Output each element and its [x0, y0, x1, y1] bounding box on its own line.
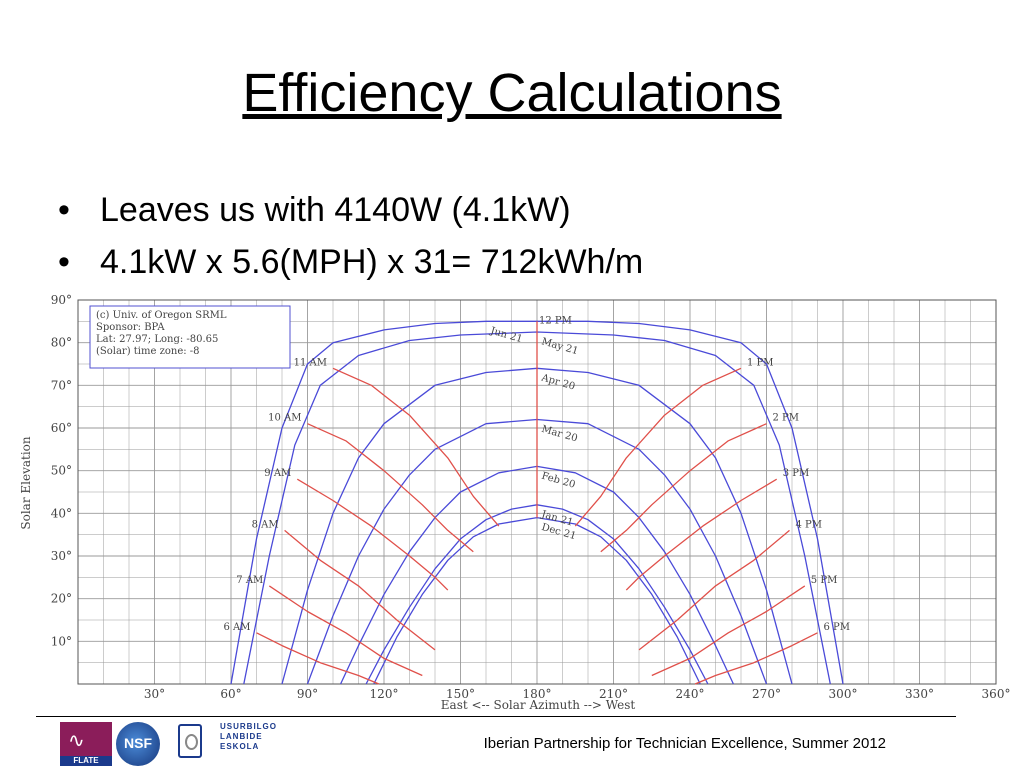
series-line-4-pm [638, 529, 790, 651]
y-tick-label: 30° [51, 549, 72, 563]
series-label: 6 AM [223, 622, 250, 633]
x-tick-label: 180° [523, 687, 552, 701]
x-tick-label: 300° [829, 687, 858, 701]
sun-path-chart: 30° 60° 90° 120° 150° 180° 210° 240° 270° 300° 330… [19, 293, 1011, 712]
x-axis-label: East <-- Solar Azimuth --> West [441, 698, 636, 712]
series-line-9-am [296, 478, 449, 591]
series-label: 6 PM [824, 622, 851, 633]
y-tick-label: 20° [51, 592, 72, 606]
series-line-5-pm [651, 585, 806, 677]
series-label: 4 PM [796, 519, 823, 530]
series-label: May 21 [540, 336, 579, 357]
y-tick-label: 50° [51, 464, 72, 478]
series-label: Feb 20 [540, 471, 576, 491]
series-line-6-pm [694, 632, 818, 685]
info-line: Sponsor: BPA [96, 322, 165, 333]
series-line-jun-21 [230, 320, 844, 685]
x-tick-label: 360° [982, 687, 1011, 701]
series-label: 5 PM [811, 575, 838, 586]
bullet-item: • 4.1kW x 5.6(MPH) x 31= 712kWh/m [58, 243, 644, 281]
series-line-11-am [332, 367, 500, 527]
y-tick-label: 90° [51, 293, 72, 307]
bullet-list: • Leaves us with 4140W (4.1kW) • 4.1kW x 5… [58, 188, 643, 292]
series-label: 1 PM [747, 357, 774, 368]
series-label: 2 PM [773, 413, 800, 424]
series-label: 9 AM [264, 468, 291, 479]
y-tick-label: 10° [51, 634, 72, 648]
usurbilgo-logo: USURBILGO LANBIDE ESKOLA [178, 722, 276, 762]
series-label: 10 AM [268, 413, 301, 424]
series-line-2-pm [600, 423, 767, 553]
footer-text: Iberian Partnership for Technician Excel… [483, 735, 886, 752]
series-line-3-pm [625, 478, 778, 591]
y-tick-label: 80° [51, 336, 72, 350]
chart-ticks: 30° 60° 90° 120° 150° 180° 210° 240° 270° 300° 330… [51, 293, 1011, 701]
chart-series [230, 320, 844, 685]
series-label: Apr 20 [539, 372, 576, 392]
series-label: 7 AM [236, 575, 263, 586]
series-label: 11 AM [294, 357, 327, 368]
x-tick-label: 30° [144, 687, 165, 701]
x-tick-label: 240° [676, 687, 705, 701]
slide-title: Efficiency Calculations [242, 63, 782, 123]
plot-frame [77, 299, 997, 685]
x-tick-label: 270° [752, 687, 781, 701]
series-line-7-am [268, 585, 423, 677]
footer-divider [36, 716, 956, 717]
series-line-10-am [307, 423, 474, 553]
series-label: 3 PM [783, 468, 810, 479]
x-tick-label: 120° [370, 687, 399, 701]
series-label: 8 AM [252, 519, 279, 530]
series-line-6-am [256, 632, 380, 685]
bullet-item: • Leaves us with 4140W (4.1kW) [58, 191, 571, 229]
x-tick-label: 210° [599, 687, 628, 701]
series-label: Mar 20 [540, 424, 578, 445]
x-tick-label: 150° [446, 687, 475, 701]
y-tick-label: 40° [51, 506, 72, 520]
flate-logo: ∿ FLATE [60, 722, 112, 766]
info-box: (c) Univ. of Oregon SRML Sponsor: BPA La… [89, 305, 291, 369]
info-line: (c) Univ. of Oregon SRML [96, 310, 227, 321]
bullet-text: Leaves us with 4140W (4.1kW) [100, 191, 571, 229]
series-line-8-am [284, 529, 436, 651]
x-tick-label: 90° [297, 687, 318, 701]
series-line-1-pm [574, 367, 742, 527]
series-label: 12 PM [539, 315, 572, 326]
x-tick-label: 60° [220, 687, 241, 701]
bullet-text: 4.1kW x 5.6(MPH) x 31= 712kWh/m [100, 243, 644, 281]
y-tick-label: 60° [51, 421, 72, 435]
nsf-logo: NSF [116, 722, 160, 766]
info-line: Lat: 27.97; Long: -80.65 [96, 334, 218, 345]
y-tick-label: 70° [51, 378, 72, 392]
y-axis-label: Solar Elevation [19, 436, 33, 530]
x-tick-label: 330° [905, 687, 934, 701]
info-line: (Solar) time zone: -8 [96, 346, 200, 357]
